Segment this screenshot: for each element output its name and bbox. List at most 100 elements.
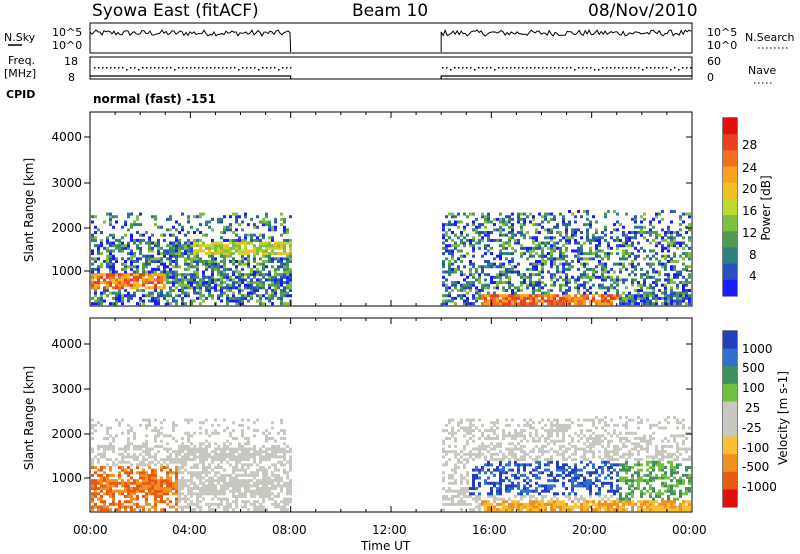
velocity-pixel: [223, 455, 226, 459]
power-pixel: [259, 299, 262, 303]
power-ylabel: Slant Range [km]: [22, 158, 36, 262]
power-pixel: [184, 278, 187, 282]
power-pixel: [166, 278, 169, 282]
power-pixel: [280, 246, 283, 250]
velocity-pixel: [478, 468, 481, 472]
velocity-pixel: [517, 465, 520, 469]
power-pixel: [583, 209, 586, 213]
power-pixel: [568, 302, 571, 306]
power-pixel: [643, 231, 646, 235]
velocity-pixel: [112, 444, 115, 448]
nave-dot: [674, 67, 676, 69]
velocity-pixel: [109, 465, 112, 469]
velocity-pixel: [580, 447, 583, 451]
velocity-pixel: [238, 458, 241, 462]
power-pixel: [517, 296, 520, 300]
power-pixel: [100, 299, 103, 303]
velocity-pixel: [181, 497, 184, 501]
power-pixel: [655, 278, 658, 282]
velocity-pixel: [451, 468, 454, 472]
power-pixel: [268, 220, 271, 224]
velocity-pixel: [238, 484, 241, 488]
velocity-pixel: [502, 458, 505, 462]
power-pixel: [133, 283, 136, 287]
power-pixel: [493, 257, 496, 261]
velocity-pixel: [532, 426, 535, 430]
nave-dot: [242, 67, 244, 69]
power-pixel: [634, 294, 637, 298]
power-pixel: [646, 275, 649, 279]
power-pixel: [220, 231, 223, 235]
velocity-pixel: [214, 450, 217, 454]
velocity-pixel: [283, 500, 286, 504]
velocity-pixel: [187, 439, 190, 443]
velocity-pixel: [583, 484, 586, 488]
power-pixel: [91, 262, 94, 266]
nave-dot: [126, 69, 128, 71]
power-pixel: [142, 281, 145, 285]
velocity-pixel: [502, 434, 505, 438]
velocity-pixel: [529, 434, 532, 438]
power-pixel: [118, 286, 121, 290]
velocity-pixel: [574, 484, 577, 488]
power-pixel: [463, 236, 466, 240]
power-pixel: [238, 241, 241, 245]
power-pixel: [583, 302, 586, 306]
velocity-pixel: [202, 489, 205, 493]
velocity-pixel: [505, 487, 508, 491]
power-pixel: [220, 288, 223, 292]
velocity-pixel: [226, 452, 229, 456]
velocity-pixel: [229, 450, 232, 454]
velocity-pixel: [457, 460, 460, 464]
velocity-pixel: [535, 439, 538, 443]
velocity-pixel: [208, 487, 211, 491]
velocity-pixel: [145, 444, 148, 448]
velocity-pixel: [256, 508, 259, 512]
power-pixel: [622, 252, 625, 256]
velocity-pixel: [556, 421, 559, 425]
velocity-pixel: [538, 460, 541, 464]
power-pixel: [274, 275, 277, 279]
power-pixel: [622, 257, 625, 261]
velocity-pixel: [517, 487, 520, 491]
power-pixel: [115, 283, 118, 287]
velocity-pixel: [268, 494, 271, 498]
power-pixel: [247, 291, 250, 295]
power-pixel: [91, 296, 94, 300]
power-pixel: [97, 267, 100, 271]
power-pixel: [256, 262, 259, 266]
velocity-pixel: [91, 479, 94, 483]
power-pixel: [130, 252, 133, 256]
velocity-pixel: [604, 494, 607, 498]
power-pixel: [487, 273, 490, 277]
power-pixel: [253, 225, 256, 229]
nave-dot: [558, 67, 560, 69]
power-pixel: [658, 296, 661, 300]
power-pixel: [520, 275, 523, 279]
velocity-pixel: [250, 489, 253, 493]
velocity-pixel: [106, 492, 109, 496]
velocity-pixel: [517, 442, 520, 446]
velocity-pixel: [499, 487, 502, 491]
power-pixel: [685, 254, 688, 258]
power-pixel: [688, 302, 691, 306]
velocity-panel: 4000 3000 2000 1000 Slant Range [km] 100…: [22, 317, 790, 513]
power-pixel: [163, 286, 166, 290]
velocity-pixel: [289, 489, 292, 493]
power-pixel: [235, 265, 238, 269]
power-pixel: [688, 296, 691, 300]
velocity-pixel: [256, 450, 259, 454]
power-pixel: [151, 299, 154, 303]
velocity-pixel: [157, 460, 160, 464]
power-pixel: [565, 283, 568, 287]
power-pixel: [601, 265, 604, 269]
power-pixel: [520, 246, 523, 250]
power-pixel: [619, 299, 622, 303]
power-pixel: [679, 228, 682, 232]
nave-dot: [454, 67, 456, 69]
velocity-pixel: [556, 452, 559, 456]
velocity-pixel: [139, 489, 142, 493]
power-pixel: [685, 265, 688, 269]
power-pixel: [268, 299, 271, 303]
velocity-pixel: [262, 484, 265, 488]
